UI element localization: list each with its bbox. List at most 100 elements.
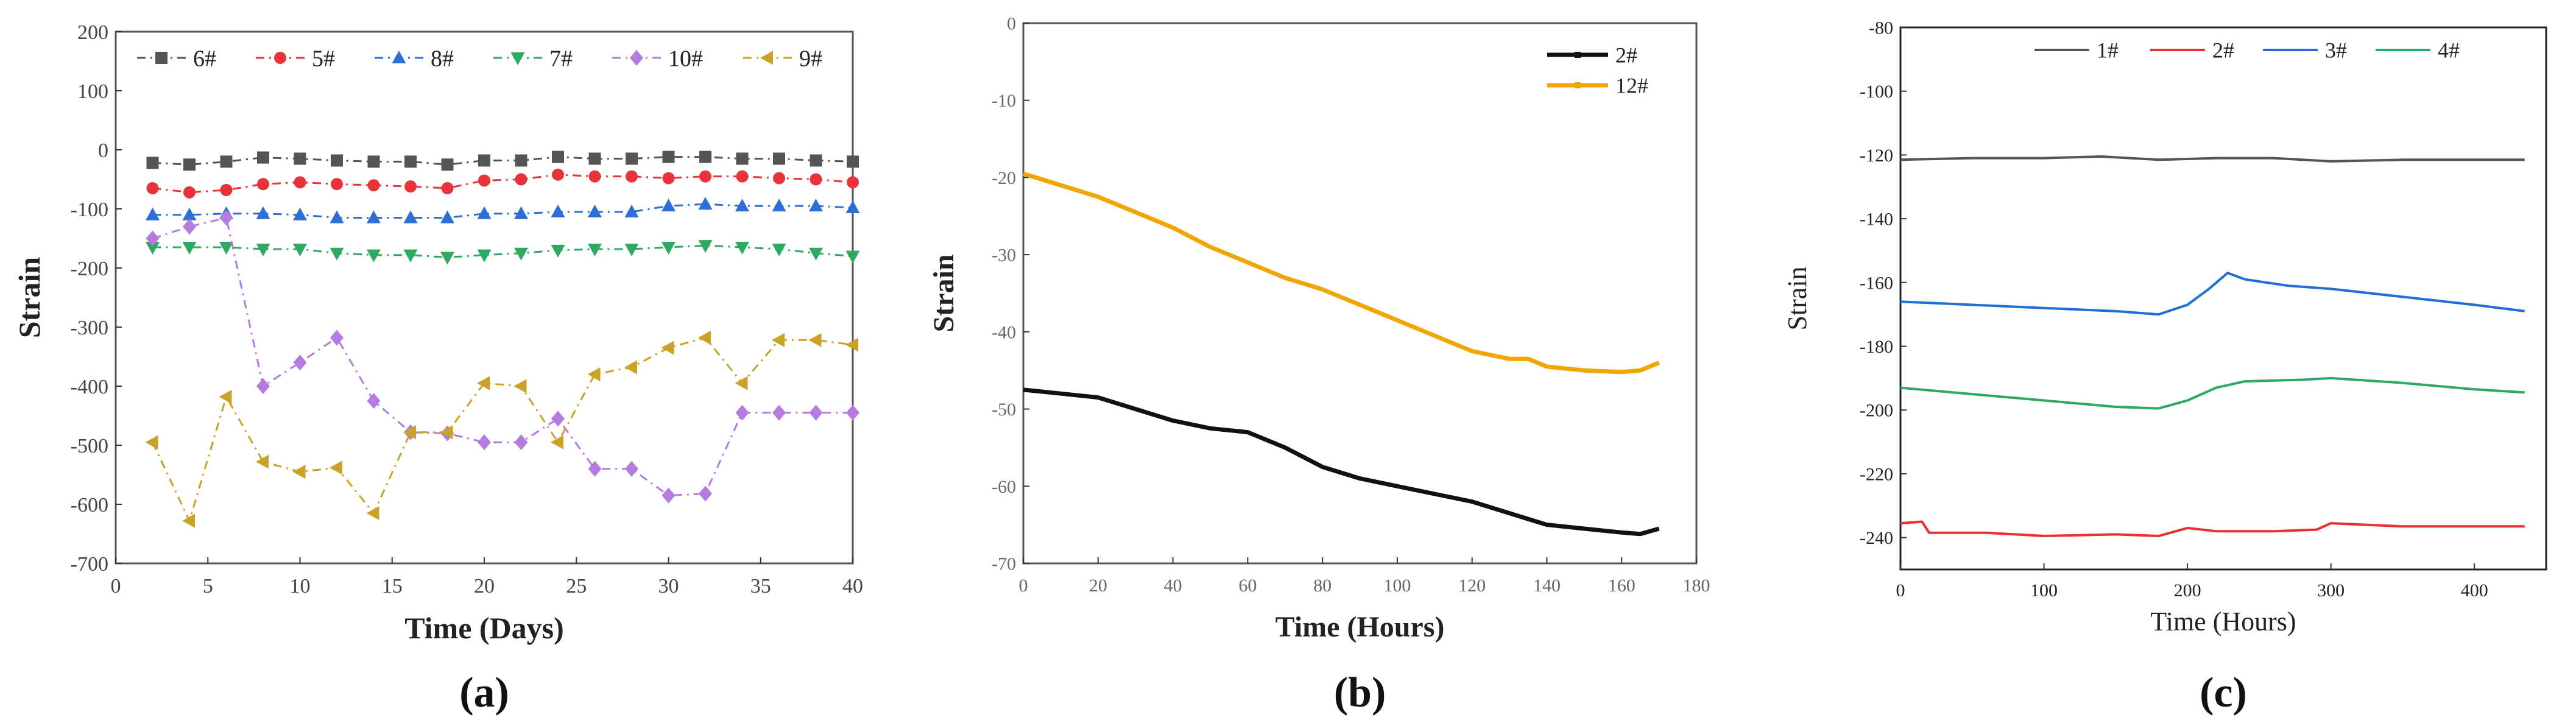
data-point-3 (735, 242, 749, 255)
panel-label: (a) (459, 669, 509, 716)
series-line-2 (152, 203, 853, 219)
series-line-1 (152, 174, 853, 194)
x-tick-label: 100 (1383, 576, 1411, 596)
data-point-2 (146, 207, 160, 220)
data-point-5 (661, 340, 674, 355)
data-point-4 (478, 434, 491, 451)
legend-label: 3# (2325, 38, 2347, 63)
legend-label: 5# (312, 46, 335, 71)
data-point-3 (477, 249, 492, 263)
data-point-3 (662, 242, 676, 255)
data-point-3 (514, 247, 528, 261)
y-tick-label: -20 (992, 168, 1016, 188)
legend-label: 6# (193, 46, 216, 71)
legend-label: 10# (668, 46, 703, 71)
data-point-0 (552, 150, 564, 163)
series-line-2 (1900, 272, 2525, 316)
y-tick-label: -600 (71, 494, 108, 516)
data-point-3 (256, 243, 270, 256)
legend-marker (760, 51, 773, 65)
data-point-1 (810, 173, 822, 186)
data-point-1 (441, 182, 454, 195)
x-tick-label: 0 (1896, 580, 1905, 601)
data-point-3 (367, 249, 381, 263)
data-point-1 (367, 179, 380, 192)
data-point-5 (403, 425, 416, 440)
y-tick-label: -500 (71, 435, 108, 457)
y-tick-label: -50 (992, 400, 1016, 420)
data-point-4 (219, 210, 233, 226)
data-point-5 (735, 376, 748, 390)
data-point-5 (698, 330, 711, 345)
y-axis-label: Strain (928, 254, 960, 332)
x-tick-label: 160 (1608, 576, 1636, 596)
data-point-0 (183, 158, 196, 171)
data-point-3 (146, 242, 160, 255)
x-tick-label: 200 (2174, 580, 2201, 601)
data-point-0 (220, 155, 233, 168)
data-point-2 (588, 204, 602, 217)
y-tick-label: -200 (1860, 401, 1893, 421)
series-line-5 (152, 337, 853, 522)
data-point-0 (331, 154, 343, 167)
data-point-2 (662, 199, 676, 212)
data-point-2 (698, 197, 713, 210)
data-point-5 (182, 513, 195, 528)
data-point-0 (736, 152, 749, 165)
series-line-4 (152, 217, 853, 496)
data-point-0 (404, 155, 417, 168)
data-point-1 (183, 186, 196, 199)
series-line-1 (1022, 171, 1660, 375)
data-point-4 (699, 485, 712, 502)
data-point-3 (330, 247, 344, 261)
data-point-3 (219, 242, 233, 255)
panel-label: (c) (2200, 669, 2247, 716)
legend-label: 8# (431, 46, 454, 71)
data-point-5 (366, 506, 379, 521)
data-point-4 (293, 354, 307, 371)
chart-panel-a: 0 5 10 15 20 25 30 35 40 -700 -600 -500 -400 -300 -200… (0, 0, 871, 726)
chart-c-svg: 0 100 200 300 400 -240 -220 -200 -180 -160 -140 -12… (1782, 18, 2547, 716)
data-point-4 (367, 393, 381, 409)
x-tick-label: 20 (474, 575, 495, 597)
data-point-3 (440, 252, 454, 265)
data-point-5 (440, 425, 453, 440)
data-point-5 (145, 435, 158, 449)
x-tick-label: 15 (382, 575, 403, 597)
legend-label: 1# (2097, 38, 2119, 63)
series-line-0 (152, 156, 853, 166)
legend: 1# 2# 3# 4# (2034, 38, 2460, 63)
data-point-4 (809, 404, 823, 421)
legend-marker (630, 50, 643, 66)
data-point-0 (146, 157, 159, 169)
y-tick-label: 100 (77, 80, 108, 103)
y-tick-label: 0 (98, 139, 108, 162)
data-point-2 (182, 207, 197, 220)
data-point-1 (404, 180, 417, 193)
x-tick-label: 25 (566, 575, 587, 597)
series-group (1022, 171, 1660, 537)
data-point-1 (478, 174, 490, 187)
data-point-0 (588, 152, 601, 165)
x-tick-label: 140 (1533, 576, 1561, 596)
data-point-2 (256, 206, 270, 219)
chart-a-svg: 0 5 10 15 20 25 30 35 40 -700 -600 -500 -400 -300 -200… (12, 21, 863, 716)
data-point-2 (772, 199, 786, 212)
data-point-0 (367, 155, 380, 168)
data-point-1 (588, 170, 601, 183)
data-point-0 (773, 152, 785, 165)
y-tick-label: -700 (71, 553, 108, 576)
x-tick-label: 0 (111, 575, 121, 597)
data-point-5 (808, 333, 822, 347)
data-point-1 (294, 176, 306, 189)
data-point-5 (551, 435, 563, 449)
axis-ticks: 0 20 40 60 80 100 120 140 160 180 -70 -60 -50 -40 -30 -… (992, 14, 1710, 596)
legend-marker (155, 52, 168, 64)
data-point-4 (846, 404, 859, 421)
x-tick-label: 30 (658, 575, 679, 597)
y-tick-label: -30 (992, 245, 1016, 266)
data-point-2 (735, 199, 749, 212)
legend-label: 4# (2438, 38, 2460, 63)
chart-panel-c: 0 100 200 300 400 -240 -220 -200 -180 -160 -140 -12… (1766, 0, 2576, 726)
